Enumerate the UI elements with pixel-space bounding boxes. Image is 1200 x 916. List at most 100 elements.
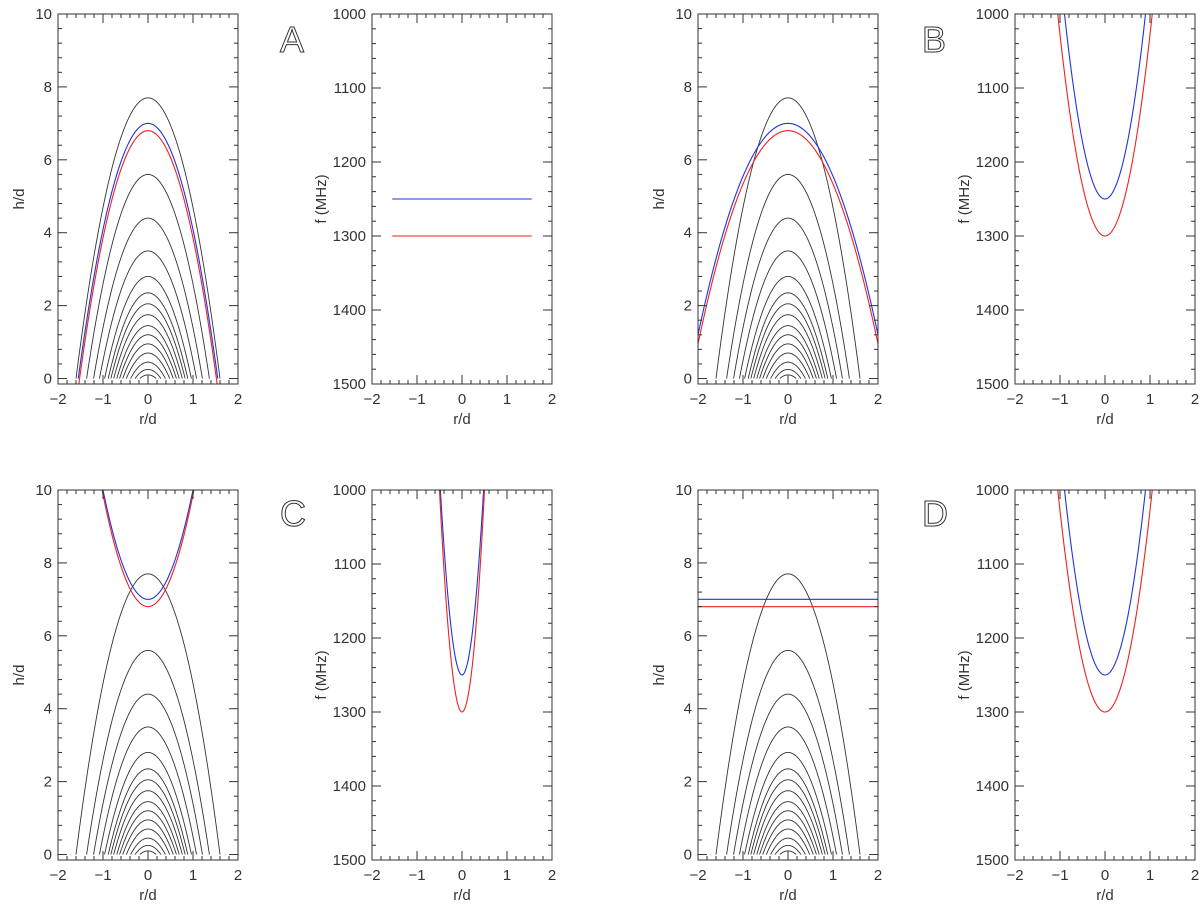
field-line-2 — [130, 361, 166, 379]
field-line-4 — [122, 819, 174, 855]
field-line-7 — [113, 314, 183, 379]
field-line-1 — [774, 844, 802, 855]
y-tick-label: 0 — [44, 847, 52, 864]
x-tick-label: 0 — [1101, 867, 1109, 884]
y-tick-label: 4 — [684, 701, 692, 718]
panel-letter-D: D — [922, 493, 948, 534]
series-red-line — [1057, 490, 1153, 713]
y-tick-label: 10 — [35, 6, 52, 23]
y-tick-label: 1000 — [976, 6, 1009, 23]
field-line-14 — [715, 97, 861, 379]
x-tick-label: 0 — [784, 867, 792, 884]
x-tick-label: −2 — [363, 391, 380, 408]
y-tick-label: 2 — [44, 774, 52, 791]
series-blue-line — [439, 490, 485, 676]
y-tick-label: 1200 — [333, 630, 366, 647]
x-tick-label: 0 — [144, 867, 152, 884]
field-line-0 — [139, 850, 157, 855]
x-tick-label: 2 — [1191, 391, 1199, 408]
x-tick-label: −1 — [94, 867, 111, 884]
y-tick-label: 6 — [44, 152, 52, 169]
y-tick-label: 1500 — [976, 852, 1009, 869]
field-line-13 — [86, 173, 210, 379]
x-tick-label: −2 — [1006, 867, 1023, 884]
field-line-4 — [762, 343, 814, 379]
x-tick-label: 1 — [189, 391, 197, 408]
x-tick-label: −1 — [1051, 391, 1068, 408]
plot-area — [1057, 14, 1153, 237]
y-tick-label: 1200 — [976, 154, 1009, 171]
series-blue-line — [698, 122, 878, 335]
y-tick-label: 1400 — [333, 302, 366, 319]
y-tick-label: 1500 — [976, 376, 1009, 393]
y-axis-title: f (MHz) — [956, 650, 973, 699]
panel-letter-B: B — [922, 19, 946, 60]
x-axis-title: r/d — [453, 887, 471, 904]
y-tick-label: 6 — [684, 628, 692, 645]
y-tick-label: 1300 — [976, 704, 1009, 721]
field-line-10 — [744, 752, 832, 855]
x-axis-title: r/d — [779, 887, 797, 904]
y-tick-label: 0 — [684, 371, 692, 388]
plot-area — [75, 97, 221, 384]
series-red-line — [438, 490, 486, 713]
y-tick-label: 4 — [684, 225, 692, 242]
field-line-14 — [75, 97, 221, 379]
field-line-9 — [747, 768, 829, 855]
plot-area — [698, 97, 878, 379]
field-line-11 — [739, 726, 837, 855]
y-tick-label: 1400 — [976, 302, 1009, 319]
y-tick-label: 1100 — [977, 556, 1009, 573]
field-line-14 — [75, 573, 221, 855]
x-tick-label: −1 — [94, 391, 111, 408]
field-line-2 — [770, 837, 806, 855]
field-line-1 — [134, 844, 162, 855]
series-blue-line — [1063, 490, 1147, 676]
field-line-3 — [765, 828, 811, 855]
field-line-3 — [765, 352, 811, 379]
y-tick-label: 4 — [44, 225, 52, 242]
x-tick-label: 1 — [829, 391, 837, 408]
axes-frame — [697, 489, 879, 861]
panel-B-height: −2 −1 0 1 2 0 2 4 6 8 10 r/d h/d — [651, 6, 882, 428]
y-tick-label: 0 — [684, 847, 692, 864]
field-line-6 — [116, 325, 180, 379]
x-tick-label: 2 — [234, 867, 242, 884]
axes-frame — [57, 489, 239, 861]
panel-A-height: −2 −1 0 1 2 0 2 4 6 8 10 r/d h/d — [11, 6, 242, 428]
field-line-5 — [759, 334, 817, 379]
y-tick-label: 1100 — [334, 556, 366, 573]
plot-area — [438, 490, 486, 713]
field-line-12 — [733, 693, 843, 855]
x-tick-label: 1 — [1146, 867, 1154, 884]
field-line-5 — [119, 810, 177, 855]
panel-D-frequency: −2 −1 0 1 2 1000 1100 1200 1300 1400 1500 r/d f (MHz… — [956, 482, 1199, 904]
x-tick-label: −2 — [49, 391, 66, 408]
x-tick-label: 1 — [503, 391, 511, 408]
series-blue-line — [1063, 14, 1147, 200]
field-line-6 — [756, 325, 820, 379]
y-tick-label: 1200 — [333, 154, 366, 171]
field-line-13 — [86, 649, 210, 855]
x-axis-title: r/d — [139, 887, 157, 904]
x-axis-title: r/d — [779, 411, 797, 428]
y-tick-label: 1200 — [976, 630, 1009, 647]
x-tick-label: −2 — [363, 867, 380, 884]
y-tick-label: 1500 — [333, 376, 366, 393]
field-line-8 — [110, 303, 186, 379]
field-line-4 — [122, 343, 174, 379]
field-line-11 — [99, 726, 197, 855]
y-tick-label: 6 — [44, 628, 52, 645]
field-line-14 — [715, 573, 861, 855]
field-line-6 — [116, 801, 180, 855]
field-line-0 — [139, 374, 157, 379]
y-tick-label: 1000 — [333, 6, 366, 23]
series-red-line — [78, 130, 218, 384]
x-tick-label: −1 — [1051, 867, 1068, 884]
x-tick-label: −2 — [689, 867, 706, 884]
field-line-6 — [756, 801, 820, 855]
x-tick-label: −2 — [689, 391, 706, 408]
x-tick-label: 0 — [458, 867, 466, 884]
plot-area — [392, 198, 532, 237]
